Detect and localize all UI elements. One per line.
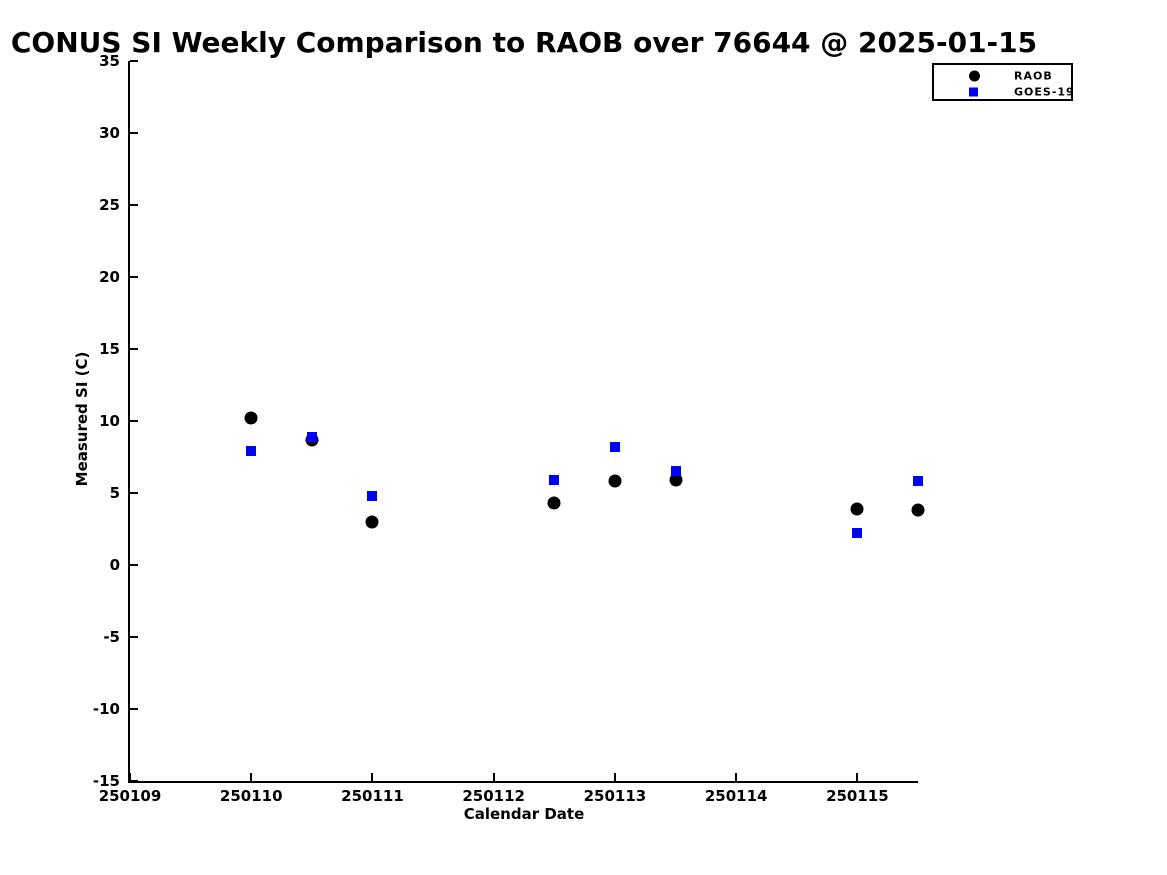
circle-marker-icon xyxy=(969,70,980,82)
y-tick-label: 5 xyxy=(109,484,120,502)
y-tick-mark xyxy=(130,636,138,638)
plot-area: 35 30 25 20 15 10 5 0 -5 -10 -15 250109 250110 250111… xyxy=(93,52,925,805)
x-tick-mark xyxy=(371,773,374,781)
y-tick-mark xyxy=(130,132,138,134)
data-point-raob xyxy=(850,502,864,516)
x-tick-mark xyxy=(613,773,616,781)
y-tick-mark xyxy=(130,348,138,350)
y-tick-label: 35 xyxy=(99,52,120,70)
y-tick-label: -15 xyxy=(92,772,120,790)
x-tick-mark xyxy=(250,773,253,781)
y-tick-mark xyxy=(130,564,138,566)
data-point-goes-19 xyxy=(913,476,923,487)
y-tick-mark xyxy=(130,276,138,278)
x-axis-spine xyxy=(128,781,918,783)
y-tick-label: 10 xyxy=(99,412,120,430)
data-point-raob xyxy=(547,496,561,510)
legend-item-goes-19: GOES-19 xyxy=(934,84,1074,100)
y-tick-mark xyxy=(130,204,138,206)
x-tick-label: 250109 xyxy=(98,787,162,805)
x-tick-mark xyxy=(735,773,738,781)
data-point-goes-19 xyxy=(549,475,560,486)
y-tick-label: 25 xyxy=(99,196,120,214)
x-tick-label: 250110 xyxy=(219,787,283,805)
x-tick-mark xyxy=(129,773,131,781)
y-tick-label: 15 xyxy=(99,340,120,358)
legend-label-raob: RAOB xyxy=(1014,69,1053,83)
y-tick-label: -10 xyxy=(92,700,120,718)
legend-items: RAOB GOES-19 xyxy=(934,68,1074,100)
x-tick-label: 250113 xyxy=(583,787,647,805)
x-tick-label: 250115 xyxy=(826,787,889,805)
x-axis-label: Calendar Date xyxy=(463,805,585,823)
y-tick-mark xyxy=(130,492,138,494)
legend-item-raob: RAOB xyxy=(934,68,1071,84)
data-point-raob xyxy=(365,515,379,529)
data-point-goes-19 xyxy=(367,490,378,501)
data-point-raob xyxy=(244,411,258,425)
x-tick-label: 250114 xyxy=(704,787,768,805)
y-tick-label: 20 xyxy=(99,268,120,286)
data-point-raob xyxy=(911,503,925,517)
x-tick-mark xyxy=(856,773,859,781)
chart-title: CONUS SI Weekly Comparison to RAOB over … xyxy=(10,26,1038,59)
legend-label-goes-19: GOES-19 xyxy=(1014,85,1075,99)
y-tick-label: -5 xyxy=(103,628,120,646)
data-point-raob xyxy=(669,473,683,487)
x-tick-label: 250111 xyxy=(341,787,404,805)
y-tick-mark xyxy=(130,60,138,62)
y-tick-label: 0 xyxy=(109,556,120,574)
x-tick-label: 250112 xyxy=(462,787,525,805)
y-tick-mark xyxy=(130,420,138,422)
data-point-raob xyxy=(608,474,622,488)
data-point-goes-19 xyxy=(609,441,620,452)
y-tick-label: 30 xyxy=(99,124,120,142)
y-tick-mark xyxy=(130,780,138,782)
square-marker-icon xyxy=(969,87,978,97)
y-tick-mark xyxy=(130,708,138,710)
legend: RAOB GOES-19 xyxy=(932,63,1074,101)
data-point-goes-19 xyxy=(670,466,681,477)
data-point-goes-19 xyxy=(306,431,317,442)
data-point-goes-19 xyxy=(246,446,257,457)
x-tick-mark xyxy=(492,773,495,781)
data-point-goes-19 xyxy=(852,528,863,539)
y-axis-spine xyxy=(128,61,130,783)
